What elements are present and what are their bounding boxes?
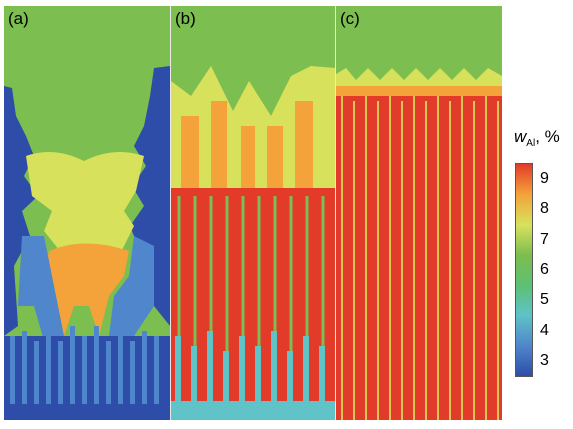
panel-divider	[335, 6, 336, 420]
colorbar-tick-label: 6	[540, 261, 549, 278]
colorbar-tick-label: 8	[540, 200, 549, 217]
microstructure-image-a	[4, 6, 170, 420]
colorbar-swatch	[516, 224, 532, 255]
colorbar-swatch	[516, 285, 532, 316]
panel-label-b: (b)	[175, 9, 196, 28]
simulation-panel-b: (b)	[171, 6, 335, 420]
colorbar-title-subscript: Al	[526, 138, 536, 149]
microstructure-image-b	[171, 6, 335, 420]
simulation-panel-a: (a)	[4, 6, 170, 420]
colorbar	[515, 163, 533, 377]
colorbar-title-unit: , %	[535, 127, 560, 146]
colorbar-swatch	[516, 164, 532, 195]
panel-label-c: (c)	[340, 9, 360, 28]
colorbar-swatch	[516, 194, 532, 225]
simulation-panel-c: (c)	[336, 6, 502, 420]
colorbar-swatch	[516, 345, 532, 377]
panel-divider	[170, 6, 171, 420]
colorbar-title-symbol: w	[514, 127, 527, 146]
colorbar-tick-label: 3	[540, 352, 549, 369]
panel-label-a: (a)	[8, 9, 29, 28]
colorbar-tick-label: 7	[540, 231, 549, 248]
colorbar-swatch	[516, 315, 532, 346]
colorbar-tick-label: 5	[540, 291, 549, 308]
colorbar-tick-label: 4	[540, 322, 549, 339]
microstructure-image-c	[336, 6, 502, 420]
colorbar-title: wAl, %	[514, 127, 560, 149]
colorbar-tick-label: 9	[540, 170, 549, 187]
colorbar-swatch	[516, 254, 532, 286]
